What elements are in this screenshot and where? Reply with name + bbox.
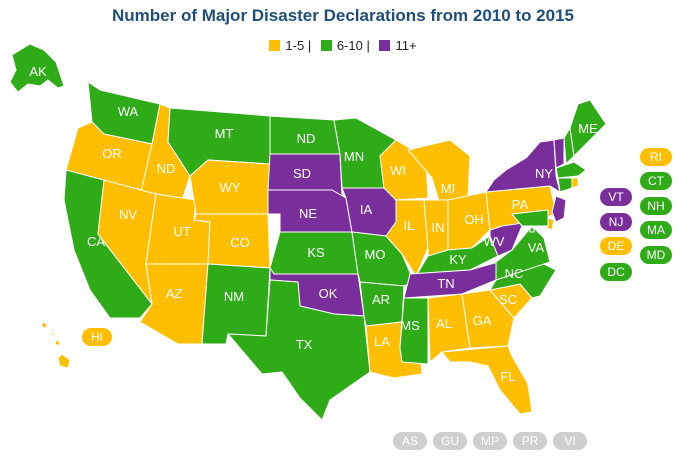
legend-item-low[interactable]: 1-5 | bbox=[269, 38, 311, 53]
territory-GU[interactable]: GU bbox=[433, 432, 467, 450]
pill-VT[interactable]: VT bbox=[600, 188, 632, 206]
map-label-ID: ND bbox=[157, 161, 176, 176]
state-NM[interactable] bbox=[201, 263, 271, 345]
territory-AS[interactable]: AS bbox=[393, 432, 427, 450]
map-label-IL: IL bbox=[404, 218, 415, 233]
pill-MA[interactable]: MA bbox=[640, 221, 672, 239]
map-label-WI: WI bbox=[390, 163, 406, 178]
state-OH[interactable] bbox=[447, 191, 491, 251]
map-label-OH: OH bbox=[464, 212, 484, 227]
map-title: Number of Major Disaster Declarations fr… bbox=[112, 6, 574, 25]
map-label-PA: PA bbox=[512, 197, 529, 212]
map-label-CA: CA bbox=[87, 234, 105, 249]
pill-CT[interactable]: CT bbox=[640, 172, 672, 190]
map-label-KS: KS bbox=[307, 245, 325, 260]
map-label-FL: FL bbox=[500, 369, 515, 384]
map-label-OK: OK bbox=[319, 286, 338, 301]
state-AL[interactable] bbox=[427, 293, 471, 363]
pill-HI[interactable]: HI bbox=[82, 328, 112, 346]
map-label-UT: UT bbox=[173, 224, 190, 239]
map-label-AK: AK bbox=[29, 64, 47, 79]
map-label-GA: GA bbox=[473, 313, 492, 328]
state-TX[interactable] bbox=[227, 279, 371, 421]
map-label-VA: VA bbox=[528, 240, 545, 255]
legend-item-high[interactable]: 11+ bbox=[379, 38, 417, 53]
legend-swatch-high bbox=[379, 40, 391, 51]
map-label-WA: WA bbox=[118, 104, 139, 119]
state-NJ[interactable] bbox=[551, 195, 567, 223]
map-label-CO: CO bbox=[230, 235, 250, 250]
territory-VI[interactable]: VI bbox=[553, 432, 587, 450]
map-label-ND: ND bbox=[297, 131, 316, 146]
map-label-AL: AL bbox=[436, 316, 452, 331]
state-DC[interactable] bbox=[529, 227, 535, 233]
pill-DE[interactable]: DE bbox=[600, 237, 632, 255]
state-HI[interactable] bbox=[41, 321, 71, 369]
map-label-TX: TX bbox=[296, 337, 313, 352]
legend-label-mid: 6-10 | bbox=[336, 38, 370, 53]
map-label-NE: NE bbox=[299, 206, 317, 221]
legend-item-mid[interactable]: 6-10 | bbox=[320, 38, 370, 53]
map-label-NM: NM bbox=[224, 289, 244, 304]
state-FL[interactable] bbox=[441, 345, 533, 415]
map-label-MO: MO bbox=[365, 247, 386, 262]
map-label-AZ: AZ bbox=[166, 286, 183, 301]
legend-swatch-mid bbox=[320, 40, 332, 51]
map-label-SD: SD bbox=[293, 166, 311, 181]
pill-NH[interactable]: NH bbox=[640, 197, 672, 215]
map-label-ME: ME bbox=[578, 121, 598, 136]
legend-label-high: 11+ bbox=[395, 38, 417, 53]
map-label-NY: NY bbox=[535, 166, 553, 181]
pill-RI[interactable]: RI bbox=[640, 148, 672, 166]
map-label-TN: TN bbox=[437, 276, 454, 291]
map-label-LA: LA bbox=[374, 334, 390, 349]
state-MA[interactable] bbox=[555, 161, 587, 179]
legend-swatch-low bbox=[269, 40, 281, 51]
pill-MD[interactable]: MD bbox=[640, 246, 672, 264]
map-label-MS: MS bbox=[400, 318, 420, 333]
map-label-MN: MN bbox=[344, 149, 364, 164]
pill-NJ[interactable]: NJ bbox=[600, 213, 632, 231]
map-label-WY: WY bbox=[220, 180, 241, 195]
state-ME[interactable] bbox=[569, 99, 607, 157]
legend: 1-5 | 6-10 | 11+ bbox=[0, 38, 686, 53]
state-GA[interactable] bbox=[461, 289, 515, 349]
map-label-IN: IN bbox=[432, 220, 445, 235]
map-label-OR: OR bbox=[102, 146, 122, 161]
state-VT[interactable] bbox=[553, 137, 565, 169]
pill-DC[interactable]: DC bbox=[600, 263, 632, 281]
map-label-MI: MI bbox=[441, 181, 455, 196]
map-label-SC: SC bbox=[499, 292, 517, 307]
map-label-MT: MT bbox=[215, 126, 234, 141]
map-label-NV: NV bbox=[119, 207, 137, 222]
map-label-KY: KY bbox=[449, 252, 467, 267]
legend-label-low: 1-5 | bbox=[285, 38, 312, 53]
territory-PR[interactable]: PR bbox=[513, 432, 547, 450]
state-RI[interactable] bbox=[571, 177, 579, 189]
map-label-WV: WV bbox=[484, 234, 505, 249]
map-label-NC: NC bbox=[505, 266, 524, 281]
map-label-AR: AR bbox=[372, 292, 390, 307]
state-MD[interactable] bbox=[511, 209, 549, 227]
map-label-IA: IA bbox=[360, 202, 373, 217]
state-CT[interactable] bbox=[557, 177, 573, 193]
territory-MP[interactable]: MP bbox=[473, 432, 507, 450]
state-AK[interactable] bbox=[9, 43, 65, 93]
